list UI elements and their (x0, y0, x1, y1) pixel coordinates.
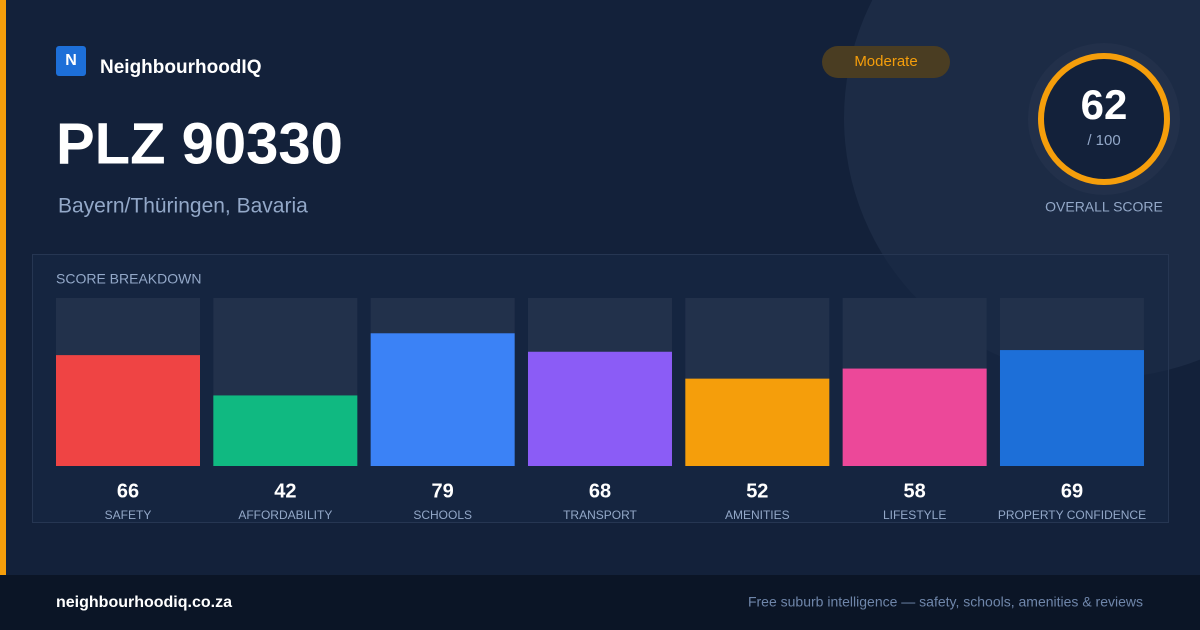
bar-label: LIFESTYLE (883, 508, 946, 522)
brand: NeighbourhoodIQ (100, 57, 261, 78)
score-label: OVERALL SCORE (1045, 199, 1163, 215)
badge (822, 46, 950, 78)
score-ring (1038, 53, 1170, 185)
bar (56, 355, 200, 466)
bar (213, 395, 358, 466)
badge-text: Moderate (854, 53, 917, 70)
bar-value: 66 (117, 480, 139, 502)
bar-label: TRANSPORT (563, 508, 637, 522)
bar-label: PROPERTY CONFIDENCE (998, 508, 1146, 522)
score-max: / 100 (1087, 132, 1120, 149)
bar-value: 68 (589, 480, 611, 502)
bar-label: SCHOOLS (413, 508, 472, 522)
bar-label: SAFETY (105, 508, 152, 522)
bar-label: AMENITIES (725, 508, 790, 522)
logo-letter: N (65, 52, 77, 69)
bar-value: 58 (904, 480, 926, 502)
bar-value: 52 (746, 480, 768, 502)
breakdown-title: SCORE BREAKDOWN (56, 271, 201, 287)
bar (370, 333, 515, 466)
bar-value: 42 (274, 480, 296, 502)
bar (999, 350, 1144, 466)
bar (842, 368, 987, 466)
bar (527, 351, 672, 466)
bar (685, 378, 830, 466)
footer (0, 575, 1200, 630)
accent-stripe (0, 0, 6, 575)
footer-site: neighbourhoodiq.co.za (56, 594, 232, 611)
breakdown-border (32, 254, 1169, 523)
logo (56, 46, 86, 76)
bar-value: 69 (1061, 480, 1083, 502)
bar-value: 79 (432, 480, 454, 502)
footer-tagline: Free suburb intelligence — safety, schoo… (748, 594, 1143, 610)
score-value: 62 (1081, 81, 1128, 128)
bar-label: AFFORDABILITY (238, 508, 332, 522)
title: PLZ 90330 (56, 111, 343, 176)
subtitle: Bayern/Thüringen, Bavaria (58, 195, 308, 218)
